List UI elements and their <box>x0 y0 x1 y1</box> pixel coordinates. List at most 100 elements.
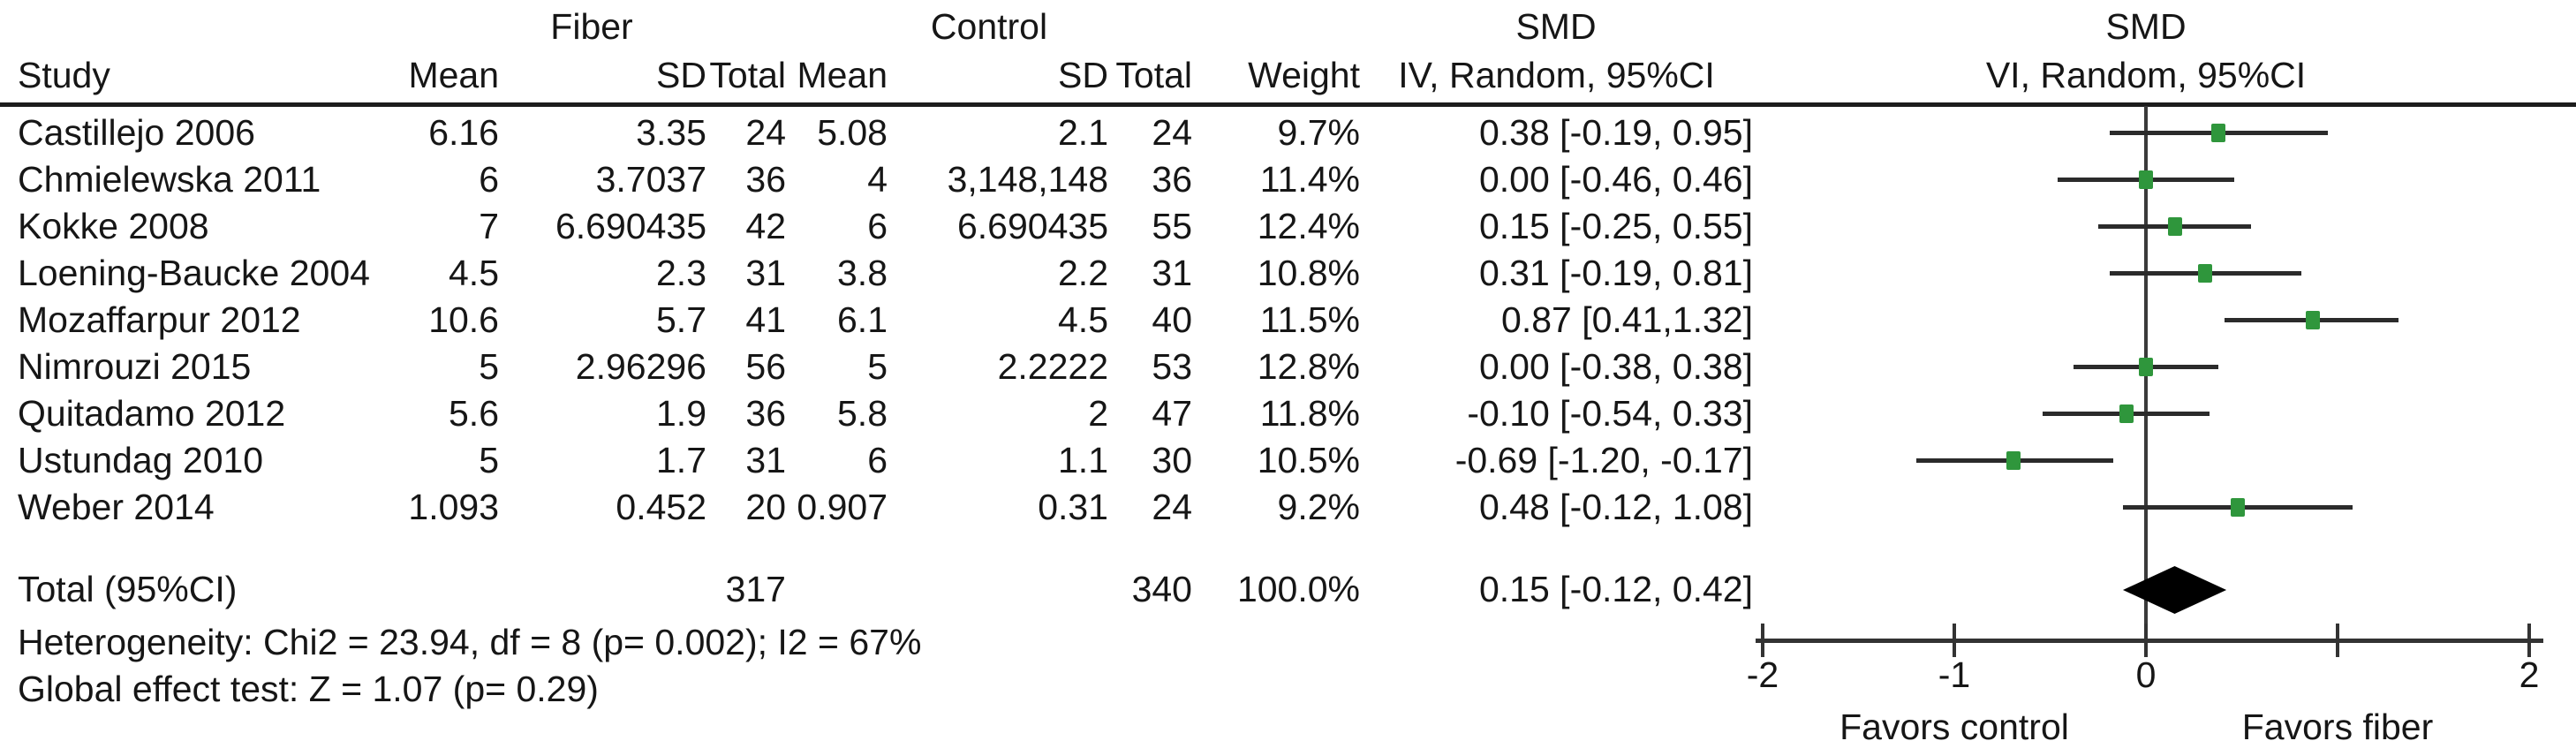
fiber-total: 41 <box>745 299 786 340</box>
fiber-mean: 5 <box>479 346 499 387</box>
fiber-total: 31 <box>745 440 786 480</box>
control-sd: 4.5 <box>1058 299 1108 340</box>
fiber-sd: 0.452 <box>616 487 706 527</box>
study-row: Quitadamo 2012 5.6 1.9 36 5.8 2 47 11.8% -0.10 [… <box>18 390 1753 437</box>
fiber-sd: 3.35 <box>636 112 706 153</box>
favors-control-label: Favors control <box>1839 707 2069 747</box>
fiber-mean: 7 <box>479 206 499 246</box>
global-effect-line: Global effect test: Z = 1.07 (p= 0.29) <box>18 668 599 709</box>
iv-ci-column-header: IV, Random, 95%CI <box>1398 54 1715 95</box>
fiber-total: 36 <box>745 393 786 434</box>
heterogeneity-line: Heterogeneity: Chi2 = 23.94, df = 8 (p= … <box>18 621 922 662</box>
control-sd: 3,148,148 <box>947 159 1108 200</box>
weight: 11.4% <box>1259 159 1360 200</box>
study-row: Loening-Baucke 2004 4.5 2.3 31 3.8 2.2 31 10.8%… <box>18 250 1753 297</box>
fiber-total: 31 <box>745 253 786 293</box>
axis-tick <box>2527 624 2531 657</box>
smd-marker <box>2139 358 2153 376</box>
smd-ci-text: 0.00 [-0.38, 0.38] <box>1478 346 1753 387</box>
favors-fiber-label: Favors fiber <box>2241 707 2434 747</box>
axis-tick-label: 0 <box>2135 654 2157 695</box>
smd-marker <box>2006 451 2021 470</box>
fiber-mean: 5 <box>479 440 499 480</box>
smd-ci-text: 0.48 [-0.12, 1.08] <box>1478 487 1753 527</box>
control-sd: 0.31 <box>1038 487 1108 527</box>
smd-marker <box>2198 264 2213 283</box>
control-total: 47 <box>1152 393 1192 434</box>
control-total: 31 <box>1152 253 1192 293</box>
smd-left-group-header: SMD <box>1515 5 1597 47</box>
control-total: 24 <box>1152 112 1192 153</box>
study-name: Mozaffarpur 2012 <box>18 299 301 340</box>
fiber-total: 24 <box>745 112 786 153</box>
smd-ci-text: 0.87 [0.41,1.32] <box>1501 299 1753 340</box>
smd-marker <box>2305 311 2320 329</box>
fiber-sd: 2.3 <box>656 253 706 293</box>
fiber-sd: 3.7037 <box>595 159 706 200</box>
control-sd: 2.2 <box>1058 253 1108 293</box>
smd-marker <box>2231 498 2246 517</box>
weight: 9.2% <box>1277 487 1360 527</box>
fiber-mean-column-header: Mean <box>408 54 499 95</box>
weight: 12.4% <box>1257 206 1360 246</box>
smd-marker <box>2211 124 2226 142</box>
fiber-mean: 4.5 <box>449 253 499 293</box>
control-mean: 6 <box>867 206 888 246</box>
axis-tick <box>2144 624 2148 657</box>
study-row: Mozaffarpur 2012 10.6 5.7 41 6.1 4.5 40 11.5% 0.… <box>18 297 1753 344</box>
control-mean: 6.1 <box>837 299 888 340</box>
total-diamond <box>2122 566 2227 614</box>
smd-ci-text: 0.31 [-0.19, 0.81] <box>1478 253 1753 293</box>
control-mean: 4 <box>867 159 888 200</box>
study-name: Nimrouzi 2015 <box>18 346 252 387</box>
weight: 11.5% <box>1259 299 1360 340</box>
study-column-header: Study <box>18 54 110 95</box>
axis-tick-label: -1 <box>1938 654 1971 695</box>
axis-tick-label: 2 <box>2519 654 2540 695</box>
fiber-mean: 5.6 <box>449 393 499 434</box>
control-sd: 2 <box>1088 393 1108 434</box>
axis-tick <box>1761 624 1764 657</box>
axis-tick <box>1953 624 1956 657</box>
fiber-sd: 1.9 <box>656 393 706 434</box>
total-control-n: 340 <box>1131 569 1192 609</box>
control-sd: 2.2222 <box>997 346 1108 387</box>
control-total: 24 <box>1152 487 1192 527</box>
study-name: Kokke 2008 <box>18 206 209 246</box>
control-mean: 5 <box>867 346 888 387</box>
total-fiber-n: 317 <box>725 569 786 609</box>
fiber-sd-column-header: SD <box>656 54 706 95</box>
control-mean: 6 <box>867 440 888 480</box>
control-mean: 3.8 <box>837 253 888 293</box>
weight: 10.8% <box>1257 253 1360 293</box>
column-headers: Study Mean SD Total Mean SD Total Weight… <box>18 52 1753 98</box>
fiber-total: 56 <box>745 346 786 387</box>
study-name: Weber 2014 <box>18 487 215 527</box>
smd-marker <box>2139 170 2153 189</box>
study-row: Ustundag 2010 5 1.7 31 6 1.1 30 10.5% -0.69 [-1.… <box>18 437 1753 484</box>
control-sd-column-header: SD <box>1058 54 1108 95</box>
study-name: Quitadamo 2012 <box>18 393 286 434</box>
control-sd: 2.1 <box>1058 112 1108 153</box>
study-row: Chmielewska 2011 6 3.7037 36 4 3,148,148 36 11.… <box>18 156 1753 203</box>
axis-tick <box>2336 624 2339 657</box>
control-total: 55 <box>1152 206 1192 246</box>
vi-ci-column-header: VI, Random, 95%CI <box>1985 54 2307 95</box>
total-row: Total (95%CI) 317 340 100.0% 0.15 [-0.12… <box>18 566 1753 613</box>
smd-marker <box>2119 404 2134 423</box>
study-name: Ustundag 2010 <box>18 440 264 480</box>
study-row: Weber 2014 1.093 0.452 20 0.907 0.31 24 9.2% 0.4… <box>18 484 1753 531</box>
smd-right-group-header: SMD <box>2105 5 2187 47</box>
study-name: Chmielewska 2011 <box>18 159 321 200</box>
smd-ci-text: -0.69 [-1.20, -0.17] <box>1454 440 1753 480</box>
fiber-total: 42 <box>745 206 786 246</box>
control-mean-column-header: Mean <box>797 54 888 95</box>
study-row: Kokke 2008 7 6.690435 42 6 6.690435 55 12.4% 0.1… <box>18 203 1753 250</box>
study-name: Loening-Baucke 2004 <box>18 253 370 293</box>
weight: 12.8% <box>1257 346 1360 387</box>
control-total: 40 <box>1152 299 1192 340</box>
fiber-mean: 10.6 <box>428 299 499 340</box>
